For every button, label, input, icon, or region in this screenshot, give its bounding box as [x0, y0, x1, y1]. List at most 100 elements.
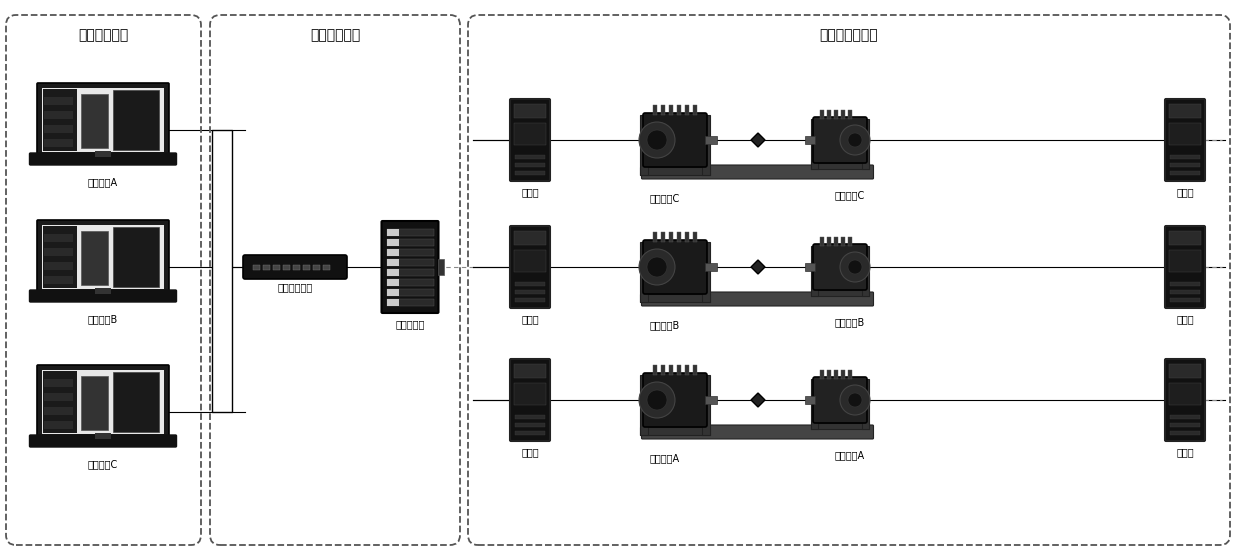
Bar	[514, 231, 546, 245]
Text: 数字仿真系统: 数字仿真系统	[78, 28, 129, 42]
Bar	[693, 105, 698, 115]
Bar	[641, 167, 710, 175]
Polygon shape	[751, 133, 764, 147]
Bar	[820, 110, 824, 119]
Bar	[45, 379, 73, 387]
Bar	[1170, 282, 1201, 286]
Circle shape	[639, 249, 675, 285]
Bar	[660, 365, 665, 375]
Bar	[669, 105, 673, 115]
Bar	[812, 163, 869, 169]
Bar	[641, 375, 648, 435]
Bar	[820, 237, 824, 246]
Bar	[515, 431, 545, 435]
Bar	[45, 421, 73, 429]
Circle shape	[639, 122, 675, 158]
Bar	[812, 379, 818, 429]
FancyBboxPatch shape	[643, 373, 707, 427]
Bar	[1170, 250, 1201, 272]
Bar	[253, 265, 260, 270]
Text: 交流电机A: 交流电机A	[650, 453, 680, 463]
Bar	[95, 433, 112, 439]
Bar	[43, 371, 77, 433]
Text: 开发主机B: 开发主机B	[88, 314, 118, 324]
Bar	[1170, 431, 1201, 435]
Circle shape	[647, 257, 667, 277]
Bar	[515, 298, 545, 302]
FancyBboxPatch shape	[813, 377, 867, 423]
Circle shape	[840, 252, 870, 282]
Bar	[705, 263, 717, 271]
Bar	[1170, 423, 1201, 427]
Bar	[113, 90, 159, 150]
Polygon shape	[751, 260, 764, 274]
Bar	[45, 262, 73, 270]
Bar	[660, 232, 665, 242]
Bar	[263, 265, 270, 270]
Bar	[45, 407, 73, 415]
Bar	[1170, 415, 1201, 419]
Bar	[387, 259, 434, 266]
Bar	[685, 365, 689, 375]
Bar	[387, 249, 434, 256]
Circle shape	[647, 130, 667, 150]
Bar	[304, 265, 310, 270]
Bar	[95, 288, 112, 294]
Bar	[1170, 298, 1201, 302]
Bar	[826, 237, 831, 246]
Bar	[43, 226, 77, 288]
FancyBboxPatch shape	[643, 240, 707, 294]
Bar	[676, 365, 681, 375]
Bar	[685, 232, 689, 242]
Bar	[641, 294, 710, 302]
Bar	[826, 110, 831, 119]
Bar	[805, 136, 815, 144]
Text: 负载电机B: 负载电机B	[835, 317, 865, 327]
Bar	[641, 427, 710, 435]
Text: 驱动器: 驱动器	[522, 447, 539, 457]
Bar	[273, 265, 280, 270]
Bar	[653, 105, 657, 115]
Bar	[515, 290, 545, 294]
Bar	[514, 364, 546, 378]
Bar	[805, 263, 815, 271]
Circle shape	[840, 125, 870, 155]
FancyBboxPatch shape	[30, 153, 176, 165]
Bar	[826, 370, 831, 379]
Bar	[812, 290, 869, 296]
Bar	[1170, 123, 1201, 145]
Bar	[45, 248, 73, 256]
Bar	[862, 119, 869, 169]
Bar	[45, 125, 73, 133]
Bar	[705, 396, 717, 404]
Circle shape	[847, 393, 862, 407]
FancyBboxPatch shape	[382, 221, 439, 313]
Bar	[387, 229, 434, 236]
Bar	[1170, 171, 1201, 175]
Circle shape	[647, 390, 667, 410]
Bar	[805, 396, 815, 404]
FancyBboxPatch shape	[37, 83, 169, 157]
Bar	[685, 105, 689, 115]
Text: 负载电机C: 负载电机C	[835, 190, 865, 200]
Bar	[841, 370, 845, 379]
Bar	[45, 139, 73, 147]
FancyBboxPatch shape	[1165, 359, 1206, 441]
Text: 驱动器: 驱动器	[522, 314, 539, 324]
Bar	[1170, 104, 1201, 118]
Bar	[45, 234, 73, 242]
Bar	[45, 393, 73, 401]
Bar	[1170, 163, 1201, 167]
Bar	[841, 237, 845, 246]
Text: 交流电机C: 交流电机C	[650, 193, 680, 203]
Bar	[323, 265, 330, 270]
FancyBboxPatch shape	[642, 292, 873, 306]
Bar	[81, 94, 108, 148]
Bar	[387, 279, 434, 286]
FancyBboxPatch shape	[37, 220, 169, 294]
Bar	[660, 105, 665, 115]
FancyBboxPatch shape	[510, 359, 550, 441]
Bar	[834, 237, 838, 246]
Text: 驱动器: 驱动器	[1176, 447, 1194, 457]
Bar	[387, 299, 399, 306]
